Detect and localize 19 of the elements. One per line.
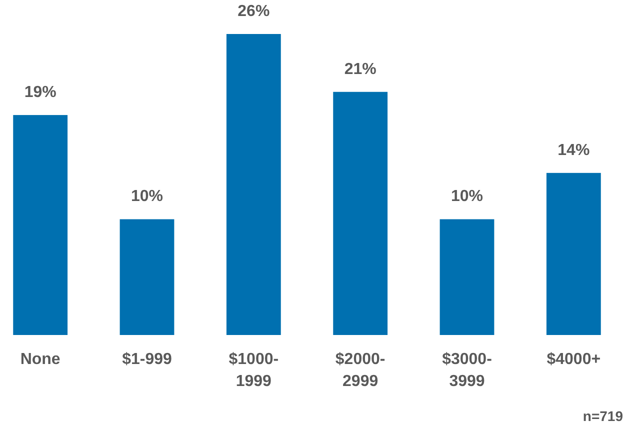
x-tick-label: $1-999 [122, 351, 172, 368]
text: n=719 [582, 408, 624, 424]
data-label: 21% [344, 60, 376, 78]
bar [226, 34, 281, 335]
bar [546, 172, 601, 335]
data-label: 26% [238, 3, 270, 20]
x-tick-label: $2000-2999 [335, 351, 386, 390]
data-label: 19% [24, 84, 56, 102]
x-tick-label: $3000-3999 [442, 351, 492, 390]
bar [440, 219, 494, 335]
x-tick-label: $4000+ [546, 351, 601, 368]
bar [120, 219, 174, 335]
data-label: 10% [450, 188, 484, 206]
data-label: 14% [558, 142, 590, 159]
x-tick-label: None [20, 351, 60, 368]
x-tick-label: $1000-1999 [228, 351, 279, 390]
bar [333, 92, 388, 335]
bar [13, 115, 68, 335]
data-label: 10% [130, 188, 164, 206]
